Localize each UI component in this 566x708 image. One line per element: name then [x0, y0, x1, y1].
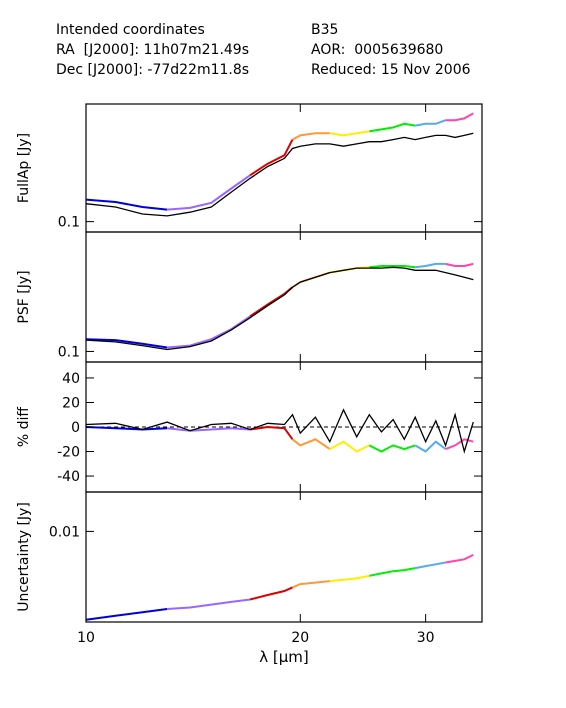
spectrum-segment-8	[445, 438, 474, 451]
spectrum-segment-1	[85, 426, 168, 431]
y-tick-label: 0.01	[49, 524, 80, 540]
black-spectrum-line	[85, 132, 474, 217]
spectrum-segment-2	[166, 427, 251, 432]
spectrum-segment-3	[249, 139, 294, 177]
y-axis-label: Uncertainty [Jy]	[16, 502, 32, 612]
header-left-line-3: Dec [J2000]: -77d22m11.8s	[56, 62, 250, 78]
black-spectrum-line	[85, 266, 474, 351]
spectrum-segment-5	[329, 440, 370, 453]
panel-frame	[85, 103, 483, 233]
y-tick-label: 40	[62, 371, 80, 387]
panel-fullap: 0.1 FullAp [Jy]	[16, 103, 483, 233]
spectrum-segment-1	[85, 338, 168, 349]
panel-psf: 0.1 PSF [Jy]	[16, 231, 483, 363]
spectrum-segment-6	[369, 122, 416, 133]
panel-frame	[85, 491, 483, 623]
spectrum-segment-5	[329, 130, 370, 137]
y-tick-label: 0.1	[58, 215, 80, 231]
y-tick-label: -20	[57, 445, 80, 461]
spectrum-segment-8	[445, 112, 474, 122]
spectrum-segment-1	[85, 608, 168, 621]
spectrum-segment-8	[445, 262, 474, 267]
y-axis-label: PSF [Jy]	[16, 270, 32, 323]
y-axis-label: FullAp [Jy]	[16, 133, 32, 203]
y-tick-label: 0	[71, 420, 80, 436]
panel-pctdiff: 40 20 0 -20 -40 % diff	[16, 361, 483, 493]
panel-uncertainty: 0.01 Uncertainty [Jy]	[16, 491, 483, 623]
y-tick-label: 20	[62, 395, 80, 411]
x-tick-label: 10	[77, 630, 95, 646]
panel-frame	[85, 231, 483, 363]
spectrum-segment-1	[85, 198, 168, 211]
header-left-line-2: RA [J2000]: 11h07m21.49s	[56, 42, 249, 58]
y-axis-label: % diff	[16, 407, 32, 448]
spectrum-segment-2	[167, 598, 251, 610]
y-tick-label: -40	[57, 469, 80, 485]
spectrum-segment-7	[415, 561, 446, 570]
spectrum-segment-7	[414, 440, 447, 453]
header-right-line-3: Reduced: 15 Nov 2006	[311, 62, 471, 78]
x-tick-label: 30	[417, 630, 435, 646]
spectrum-segment-4	[292, 580, 330, 589]
spectrum-segment-3	[249, 425, 294, 440]
spectrum-segment-2	[167, 315, 251, 349]
spectrum-segment-4	[291, 438, 331, 450]
spectrum-segment-6	[368, 444, 416, 453]
spectrum-segment-3	[249, 586, 293, 601]
x-tick-label: 20	[291, 630, 309, 646]
spectrum-segment-7	[415, 262, 446, 269]
x-axis-label: λ [μm]	[259, 648, 309, 666]
black-spectrum-line	[85, 408, 474, 454]
y-tick-label: 0.1	[58, 344, 80, 360]
spectrum-segment-8	[445, 554, 474, 564]
spectrum-segment-7	[415, 119, 446, 127]
header-right-line-2: AOR: 0005639680	[311, 42, 444, 58]
spectrum-segment-6	[369, 265, 416, 269]
spectrum-segment-5	[329, 574, 370, 583]
spectrum-segment-6	[369, 567, 416, 577]
spectrum-segment-3	[249, 286, 294, 318]
spectrum-segment-4	[292, 132, 330, 141]
header-left-line-1: Intended coordinates	[56, 22, 205, 38]
spectrum-segment-2	[167, 174, 251, 211]
header-right-line-1: B35	[311, 22, 339, 38]
